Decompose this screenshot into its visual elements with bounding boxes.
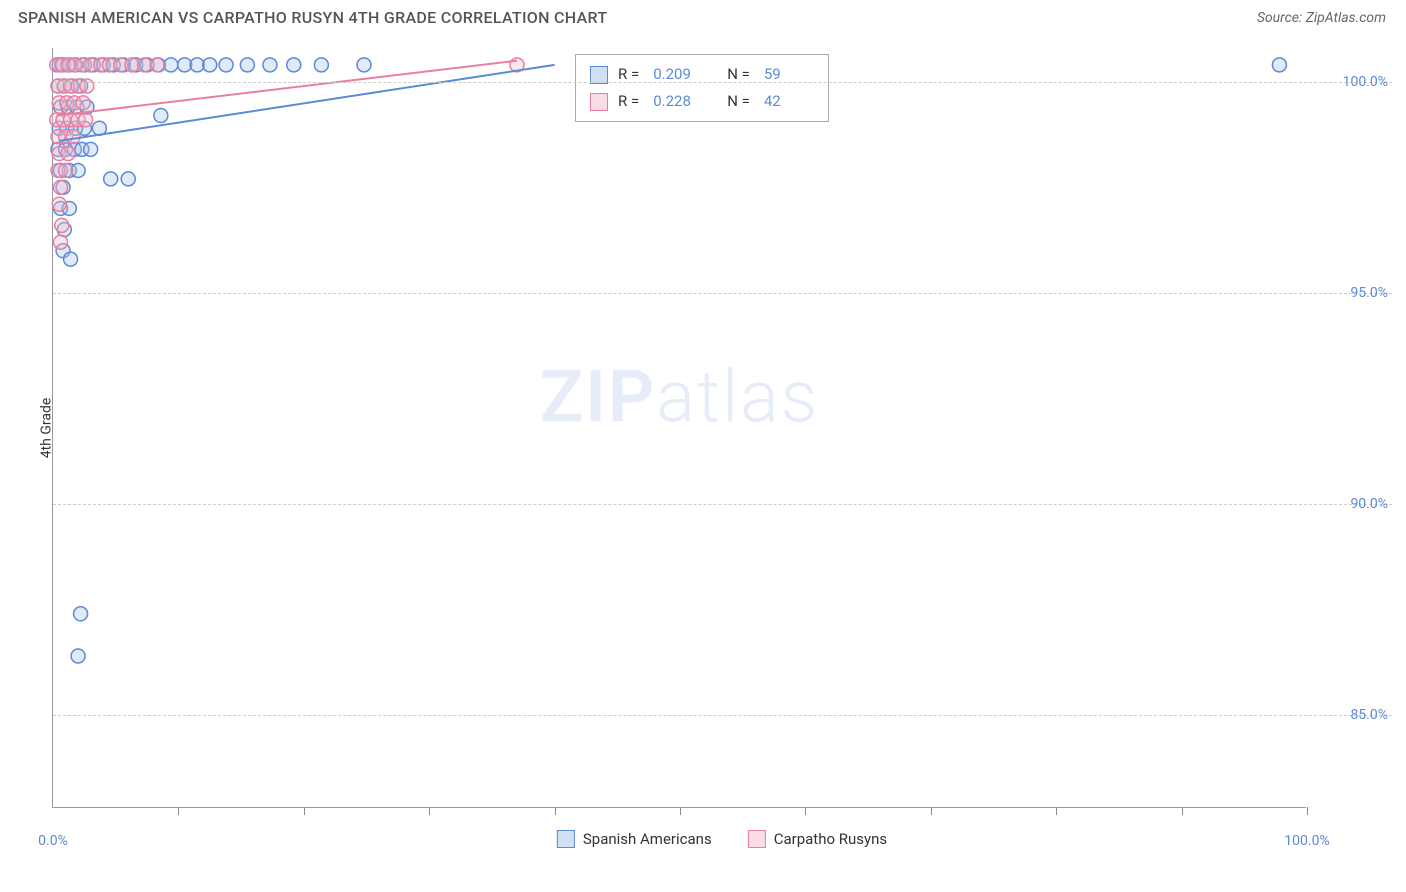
data-point bbox=[71, 649, 85, 663]
data-point bbox=[219, 58, 233, 72]
chart-title: SPANISH AMERICAN VS CARPATHO RUSYN 4TH G… bbox=[18, 8, 607, 27]
data-point bbox=[121, 172, 135, 186]
series-label: Carpatho Rusyns bbox=[774, 830, 887, 848]
legend-swatch bbox=[748, 830, 766, 848]
r-label: R = bbox=[618, 88, 639, 115]
data-point bbox=[314, 58, 328, 72]
data-point bbox=[54, 235, 68, 249]
data-point bbox=[287, 58, 301, 72]
y-tick-label: 95.0% bbox=[1350, 285, 1388, 301]
y-tick-label: 100.0% bbox=[1343, 74, 1388, 90]
data-point bbox=[240, 58, 254, 72]
gridline bbox=[53, 504, 1392, 505]
data-point bbox=[203, 58, 217, 72]
x-tick bbox=[555, 807, 556, 815]
stats-legend: R = 0.209 N = 59 R = 0.228 N = 42 bbox=[575, 54, 829, 122]
data-point bbox=[263, 58, 277, 72]
data-point bbox=[55, 218, 69, 232]
n-value: 42 bbox=[764, 88, 814, 115]
gridline bbox=[53, 293, 1392, 294]
chart-svg bbox=[53, 48, 1306, 807]
x-tick bbox=[1056, 807, 1057, 815]
stats-legend-row: R = 0.209 N = 59 bbox=[590, 61, 814, 88]
x-tick bbox=[304, 807, 305, 815]
x-tick bbox=[805, 807, 806, 815]
legend-swatch bbox=[557, 830, 575, 848]
n-label: N = bbox=[727, 88, 750, 115]
data-point bbox=[79, 113, 93, 127]
r-label: R = bbox=[618, 61, 639, 88]
data-point bbox=[76, 96, 90, 110]
series-legend-item: Spanish Americans bbox=[557, 830, 712, 848]
data-point bbox=[84, 142, 98, 156]
r-value: 0.209 bbox=[653, 61, 703, 88]
gridline bbox=[53, 82, 1392, 83]
data-point bbox=[154, 109, 168, 123]
legend-swatch bbox=[590, 93, 608, 111]
y-tick-label: 90.0% bbox=[1350, 496, 1388, 512]
y-tick-label: 85.0% bbox=[1350, 707, 1388, 723]
x-tick bbox=[1182, 807, 1183, 815]
data-point bbox=[52, 197, 66, 211]
plot-area: ZIPatlas R = 0.209N = 59R = 0.228N = 42 … bbox=[52, 48, 1306, 808]
data-point bbox=[74, 607, 88, 621]
data-point bbox=[164, 58, 178, 72]
x-tick bbox=[931, 807, 932, 815]
r-value: 0.228 bbox=[653, 88, 703, 115]
data-point bbox=[104, 172, 118, 186]
x-tick-label: 0.0% bbox=[38, 833, 68, 849]
data-point bbox=[357, 58, 371, 72]
x-tick-label: 100.0% bbox=[1284, 833, 1329, 849]
series-label: Spanish Americans bbox=[583, 830, 712, 848]
x-tick bbox=[429, 807, 430, 815]
correlation-chart: 4th Grade ZIPatlas R = 0.209N = 59R = 0.… bbox=[52, 48, 1392, 808]
x-tick bbox=[680, 807, 681, 815]
data-point bbox=[150, 58, 164, 72]
data-point bbox=[54, 180, 68, 194]
n-value: 59 bbox=[764, 61, 814, 88]
series-legend-item: Carpatho Rusyns bbox=[748, 830, 887, 848]
data-point bbox=[61, 147, 75, 161]
data-point bbox=[59, 163, 73, 177]
source-label: Source: ZipAtlas.com bbox=[1257, 10, 1386, 26]
x-tick bbox=[1307, 807, 1308, 815]
trend-line bbox=[59, 65, 554, 141]
series-legend: Spanish Americans Carpatho Rusyns bbox=[557, 830, 887, 848]
data-point bbox=[1272, 58, 1286, 72]
gridline bbox=[53, 715, 1392, 716]
x-tick bbox=[178, 807, 179, 815]
data-point bbox=[66, 130, 80, 144]
stats-legend-row: R = 0.228 N = 42 bbox=[590, 88, 814, 115]
data-point bbox=[64, 252, 78, 266]
n-label: N = bbox=[727, 61, 750, 88]
